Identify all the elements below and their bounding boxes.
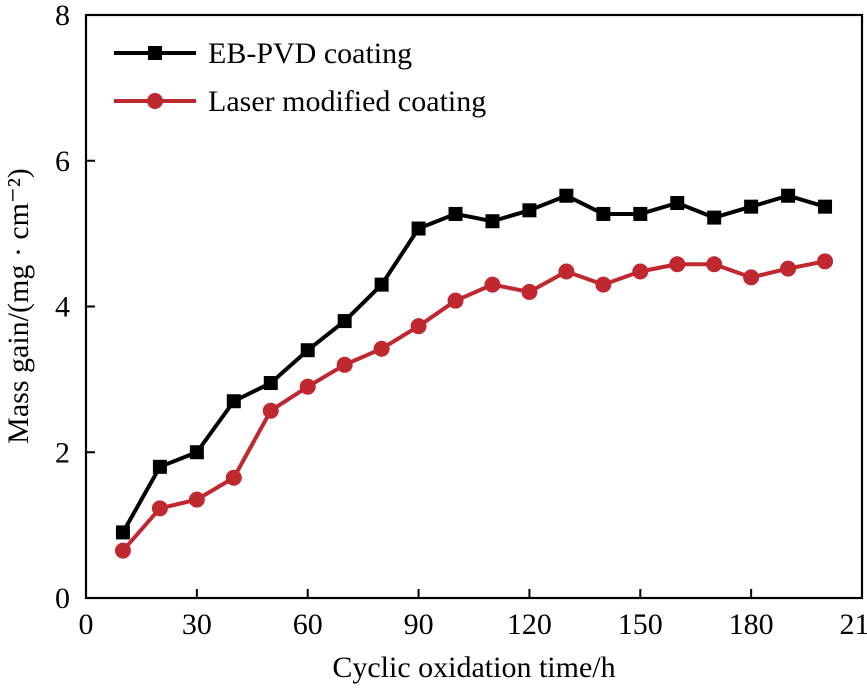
data-point — [521, 283, 538, 300]
series-2 — [114, 253, 834, 559]
data-point — [558, 263, 575, 280]
x-tick-label: 150 — [618, 608, 663, 641]
data-point — [189, 445, 204, 460]
data-point — [226, 394, 241, 409]
data-point — [151, 500, 168, 517]
x-tick-label: 120 — [507, 608, 552, 641]
x-tick-label: 60 — [293, 608, 323, 641]
x-tick-label: 180 — [729, 608, 774, 641]
data-point — [188, 491, 205, 508]
data-point — [707, 210, 722, 225]
data-point — [336, 356, 353, 373]
legend-marker — [148, 46, 162, 60]
data-point — [743, 269, 760, 286]
data-point — [299, 378, 316, 395]
y-axis-title: Mass gain/(mg · cm⁻²) — [2, 168, 35, 444]
data-point — [522, 203, 537, 218]
data-point — [744, 199, 759, 214]
data-point — [263, 376, 278, 391]
legend-label: Laser modified coating — [208, 85, 486, 118]
data-point — [152, 459, 167, 474]
data-point — [632, 263, 649, 280]
data-point — [374, 277, 389, 292]
data-point — [633, 206, 648, 221]
data-point — [670, 196, 685, 211]
legend-marker — [147, 93, 163, 109]
data-point — [300, 343, 315, 358]
x-tick-label: 0 — [79, 608, 94, 641]
data-point — [484, 276, 501, 293]
y-tick-label: 6 — [55, 145, 70, 178]
data-point — [115, 525, 130, 540]
data-point — [781, 188, 796, 203]
data-point — [595, 276, 612, 293]
series-layer — [114, 188, 834, 559]
data-point — [706, 256, 723, 273]
data-point — [596, 206, 611, 221]
data-point — [411, 221, 426, 236]
y-tick-label: 0 — [55, 582, 70, 615]
x-axis-title: Cyclic oxidation time/h — [332, 651, 615, 684]
data-point — [818, 199, 833, 214]
x-tick-label: 90 — [404, 608, 434, 641]
data-point — [225, 469, 242, 486]
y-tick-label: 4 — [55, 291, 70, 324]
y-tick-label: 8 — [55, 0, 70, 32]
ticks: 0 30 60 90 120 150 180 210 0 2 4 6 8 — [55, 0, 867, 641]
data-point — [410, 318, 427, 335]
data-point — [817, 253, 834, 270]
legend-label: EB-PVD coating — [208, 37, 412, 70]
legend: EB-PVD coating Laser modified coating — [114, 37, 486, 118]
data-point — [485, 214, 500, 229]
data-point — [780, 260, 797, 277]
data-point — [114, 542, 131, 559]
data-point — [669, 256, 686, 273]
data-point — [559, 188, 574, 203]
data-point — [448, 206, 463, 221]
data-point — [373, 340, 390, 357]
x-tick-label: 210 — [840, 608, 867, 641]
data-point — [447, 292, 464, 309]
y-tick-label: 2 — [55, 436, 70, 469]
data-point — [262, 402, 279, 419]
data-point — [337, 314, 352, 329]
x-tick-label: 30 — [182, 608, 212, 641]
series-1 — [115, 188, 833, 540]
